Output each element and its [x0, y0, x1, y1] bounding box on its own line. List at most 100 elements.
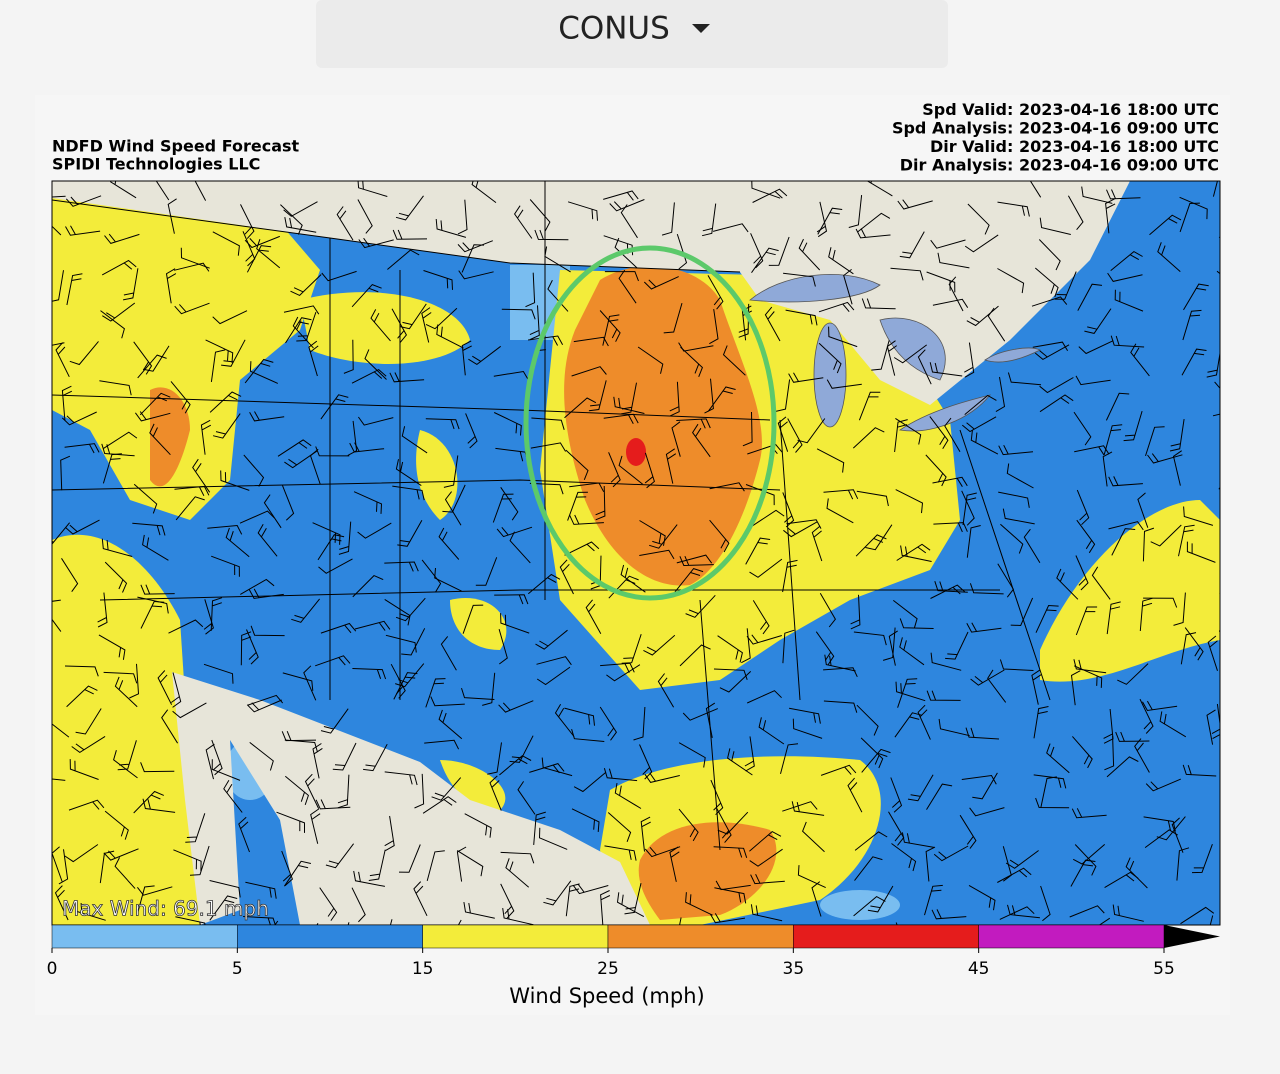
wind-barb — [855, 534, 887, 557]
wind-barb — [930, 239, 966, 249]
wind-barb — [892, 600, 918, 629]
wind-barb — [440, 636, 457, 671]
wind-barb — [423, 270, 453, 290]
wind-barb — [1178, 524, 1195, 557]
region-dropdown[interactable] — [316, 0, 948, 68]
wind-barb — [309, 448, 321, 485]
wind-barb — [194, 181, 207, 201]
wind-barb — [1144, 829, 1178, 849]
wind-barb — [818, 342, 842, 374]
wind-barb — [315, 655, 351, 667]
wind-barb — [621, 634, 642, 664]
wind-barb — [603, 190, 639, 201]
wind-barb — [357, 199, 373, 234]
wind-barb — [964, 342, 975, 378]
wind-barb — [99, 380, 132, 396]
wind-barb — [200, 419, 212, 455]
wind-barb — [1007, 904, 1040, 919]
wind-barb — [1067, 195, 1084, 231]
wind-barb — [349, 442, 385, 453]
wind-barb — [249, 361, 279, 384]
wind-barb — [926, 690, 961, 701]
wind-barb — [907, 774, 934, 802]
wind-barb — [1171, 817, 1184, 853]
wind-barb — [893, 344, 927, 364]
wind-barb — [899, 637, 925, 666]
wind-barb — [787, 418, 803, 453]
wind-barb — [357, 522, 392, 539]
wind-barb — [140, 584, 175, 595]
wind-barb — [931, 909, 967, 920]
wind-barb — [68, 799, 105, 811]
wind-barb — [387, 249, 420, 270]
wind-barb — [538, 827, 568, 850]
wind-barb — [573, 336, 609, 347]
wind-barb — [744, 736, 755, 772]
wind-barb — [243, 454, 265, 487]
colorbar-tick-label: 35 — [783, 959, 805, 979]
wind-barb — [613, 396, 645, 414]
wind-barb — [281, 850, 293, 887]
wind-barb — [509, 531, 531, 564]
wind-barb — [113, 750, 138, 779]
wind-barb — [543, 880, 572, 906]
wind-barb — [751, 181, 781, 199]
wind-barb — [669, 846, 680, 882]
wind-barb — [1176, 847, 1190, 881]
wind-barb — [422, 796, 457, 814]
wind-barb — [1147, 453, 1183, 464]
wind-barb — [308, 340, 319, 377]
wind-barb — [722, 345, 746, 376]
wind-barb — [114, 857, 136, 889]
colorbar-tick-label: 5 — [232, 959, 243, 979]
wind-barb — [424, 739, 460, 750]
wind-barb — [917, 704, 931, 740]
wind-barb — [392, 485, 425, 501]
wind-barb — [102, 302, 136, 322]
wind-barb — [165, 268, 177, 304]
region-label[interactable]: CONUS — [558, 11, 670, 47]
wind-barb — [101, 443, 135, 457]
wind-barb — [456, 850, 484, 877]
wind-barb — [238, 816, 250, 853]
wind-barb — [395, 459, 422, 487]
wind-barb — [640, 816, 651, 852]
wind-barb — [926, 783, 953, 810]
wind-barb — [603, 413, 639, 424]
wind-barb — [353, 491, 383, 514]
wind-barb — [964, 234, 999, 253]
wind-barb — [170, 381, 191, 414]
wind-barb — [961, 774, 997, 785]
dropdown-caret[interactable] — [692, 24, 710, 33]
wind-barb — [123, 268, 139, 301]
wind-barb — [501, 308, 536, 320]
wind-barb — [802, 821, 825, 853]
wind-barb — [246, 245, 272, 273]
wind-barb — [1073, 411, 1092, 446]
wind-barb — [785, 309, 818, 326]
wind-barb — [852, 427, 885, 449]
wind-barb — [1075, 375, 1111, 386]
wind-barb — [210, 597, 223, 631]
wind-barb — [1207, 635, 1218, 671]
wind-barb — [783, 272, 816, 287]
wind-barb — [775, 379, 791, 412]
wind-barb — [442, 484, 466, 513]
wind-barb — [212, 231, 240, 256]
wind-barb — [895, 417, 922, 445]
wind-barb — [129, 663, 140, 699]
wind-barb — [1046, 743, 1070, 774]
wind-barb — [1112, 904, 1144, 922]
wind-barb — [284, 217, 317, 233]
wind-barb — [972, 772, 998, 800]
colorbar-tick-label: 45 — [968, 959, 990, 979]
wind-barb — [114, 676, 138, 708]
wind-barb — [401, 426, 428, 454]
wind-barb — [280, 204, 303, 235]
wind-barb — [325, 843, 354, 869]
wind-barb — [52, 846, 63, 882]
wind-barb — [1108, 476, 1143, 487]
wind-barb — [676, 233, 688, 270]
wind-barb — [52, 195, 66, 198]
